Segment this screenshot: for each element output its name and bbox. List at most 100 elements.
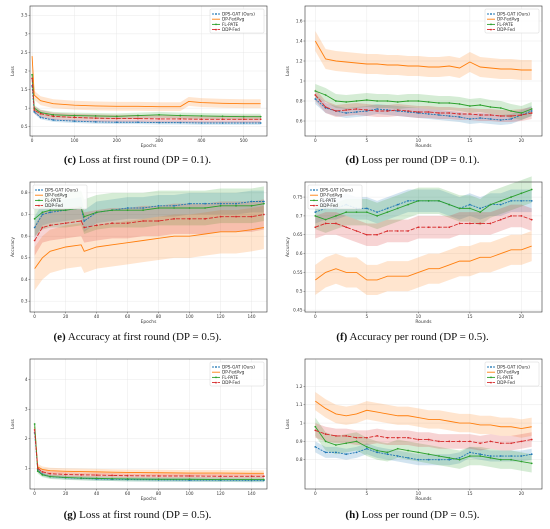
y-tick-label: 2	[25, 436, 28, 441]
data-point	[376, 108, 378, 110]
data-point	[531, 439, 533, 441]
data-point	[407, 450, 409, 452]
data-point	[41, 214, 43, 216]
data-point	[407, 100, 409, 102]
data-point	[459, 116, 461, 118]
data-point	[95, 115, 97, 117]
data-point	[251, 216, 253, 218]
data-point	[520, 455, 522, 457]
data-point	[397, 109, 399, 111]
x-axis-label: Epochs	[141, 496, 157, 502]
data-point	[479, 455, 481, 457]
data-point	[469, 440, 471, 442]
data-point	[251, 201, 253, 203]
data-point	[459, 459, 461, 461]
chart-loss-per-round-dp01: 0 5 10 15 20 0.6 0.8 1 1.2 1.4 1.6 Rounds Loss DPS-GA…	[275, 0, 550, 150]
x-tick-label: 140	[248, 314, 256, 319]
data-point	[345, 226, 347, 228]
data-point	[490, 106, 492, 108]
data-point	[34, 218, 36, 220]
data-point	[325, 440, 327, 442]
y-tick-label: 0.8	[21, 190, 28, 195]
legend-label: DDP-Fed	[497, 27, 515, 32]
legend-marker	[215, 29, 217, 31]
caption-e: (e) Accuracy at first round (DP = 0.5).	[0, 331, 275, 343]
data-point	[179, 115, 181, 117]
x-tick-label: 300	[155, 138, 163, 143]
data-point	[500, 219, 502, 221]
data-point	[222, 122, 224, 124]
data-point	[189, 207, 191, 209]
data-point	[314, 94, 316, 96]
x-tick-label: 5	[365, 138, 368, 143]
data-point	[49, 209, 51, 211]
data-point	[448, 457, 450, 459]
y-tick-label: 1	[25, 106, 28, 111]
data-point	[116, 118, 118, 120]
data-point	[428, 101, 430, 103]
data-point	[158, 118, 160, 120]
data-point	[469, 223, 471, 225]
data-point	[356, 111, 358, 113]
data-point	[220, 216, 222, 218]
data-point	[41, 471, 43, 473]
data-point	[116, 115, 118, 117]
data-point	[479, 223, 481, 225]
data-point	[335, 215, 337, 217]
x-tick-label: 0	[314, 491, 317, 496]
data-point	[500, 107, 502, 109]
x-tick-label: 100	[186, 314, 194, 319]
data-point	[243, 116, 245, 118]
data-point	[33, 109, 35, 111]
data-point	[314, 446, 316, 448]
data-point	[459, 223, 461, 225]
data-point	[479, 453, 481, 455]
data-point	[142, 207, 144, 209]
data-point	[314, 215, 316, 217]
y-axis-label: Loss	[10, 65, 16, 75]
data-point	[263, 203, 265, 205]
data-point	[83, 220, 85, 222]
chart-svg: 0 5 10 15 200.80.911.11.2RoundsLossDPS-GAT (…	[275, 353, 550, 503]
data-point	[397, 204, 399, 206]
x-tick-label: 500	[240, 138, 248, 143]
data-point	[387, 230, 389, 232]
data-point	[417, 439, 419, 441]
data-point	[490, 114, 492, 116]
data-point	[428, 453, 430, 455]
data-point	[459, 207, 461, 209]
y-tick-label: 1.2	[296, 58, 303, 63]
y-tick-label: 1	[300, 420, 303, 425]
data-point	[345, 453, 347, 455]
data-point	[325, 451, 327, 453]
legend-marker	[313, 200, 315, 202]
data-point	[96, 477, 98, 479]
data-point	[111, 475, 113, 477]
data-point	[345, 101, 347, 103]
legend-marker	[215, 13, 217, 15]
data-point	[356, 451, 358, 453]
x-tick-label: 20	[519, 314, 525, 319]
data-point	[366, 234, 368, 236]
legend-label: DDP-Fed	[222, 27, 240, 32]
y-tick-label: 0.8	[296, 98, 303, 103]
data-point	[325, 433, 327, 435]
data-point	[40, 117, 42, 119]
data-point	[356, 100, 358, 102]
legend-marker	[38, 205, 40, 207]
y-tick-label: 1.2	[296, 384, 303, 389]
data-point	[438, 455, 440, 457]
data-point	[438, 102, 440, 104]
data-point	[366, 446, 368, 448]
legend-marker	[490, 13, 492, 15]
data-point	[510, 455, 512, 457]
data-point	[448, 440, 450, 442]
data-point	[345, 435, 347, 437]
data-point	[314, 90, 316, 92]
data-point	[510, 200, 512, 202]
x-tick-label: 20	[519, 138, 525, 143]
data-point	[111, 478, 113, 480]
x-tick-label: 80	[156, 491, 162, 496]
y-tick-label: 4	[25, 377, 28, 382]
data-point	[438, 114, 440, 116]
